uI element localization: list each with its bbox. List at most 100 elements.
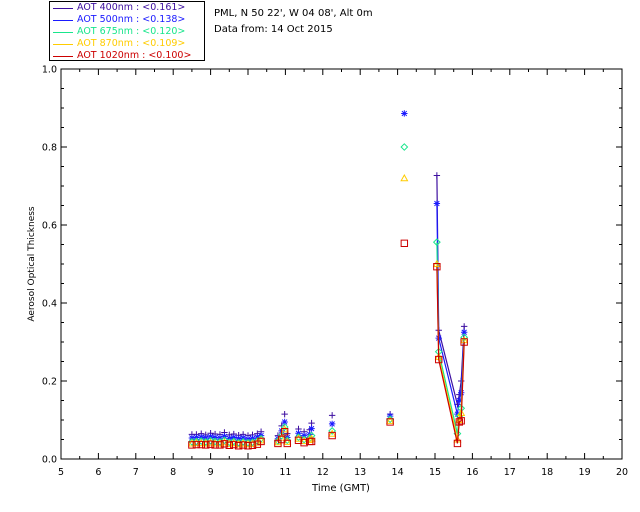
x-tick-label: 9 [208,467,214,478]
legend-label: AOT 500nm : <0.138> [77,14,186,25]
data-point [206,440,215,448]
axis-ticks: 5 6 7 8 9 10 11 12 13 14 15 16 17 18 19 20 0.0 0.2 0.4 0.6 0… [42,65,628,479]
data-point [433,263,441,271]
data-point [386,416,395,424]
data-point [197,437,206,445]
data-point [277,433,286,441]
data-point [281,410,288,418]
data-point [432,238,441,247]
data-point [460,329,468,336]
x-tick-label: 5 [58,467,64,478]
y-tick-label: 0.0 [42,455,57,466]
legend: AOT 400nm : <0.161> AOT 500nm : <0.138> … [49,1,205,61]
x-tick-label: 12 [317,467,329,478]
data-point [257,437,265,446]
data-point [457,417,465,425]
site-location: PML, N 50 22', W 04 08', Alt 0m [214,8,373,19]
data-point [220,436,229,445]
data-point [283,439,291,448]
y-tick-label: 0.6 [42,221,57,232]
data-point [239,441,247,449]
data-point [277,435,286,444]
x-tick-label: 10 [242,467,254,478]
legend-swatch [53,44,73,45]
data-point [307,431,316,440]
x-tick-label: 14 [392,467,404,478]
data-point [283,437,292,445]
plot-frame [60,68,623,460]
legend-label: AOT 1020nm : <0.100> [77,50,192,61]
series-0 [188,172,468,439]
data-point [328,427,337,435]
x-axis-label: Time (GMT) [311,483,370,494]
data-point [456,397,463,404]
data-point [433,172,441,179]
data-point [328,420,336,428]
data-point [460,338,468,346]
data-point [300,438,308,447]
data-point [400,239,409,248]
x-tick-label: 20 [616,467,628,478]
data-point [300,436,309,445]
data-point [211,437,219,446]
data-point [257,436,266,444]
x-tick-label: 11 [279,467,291,478]
x-tick-label: 8 [170,467,176,478]
series-4 [188,239,468,450]
data-date: Data from: 14 Oct 2015 [214,24,333,35]
data-point [294,434,303,442]
series-line [436,266,465,444]
data-point [202,441,210,449]
data-point [206,436,215,445]
x-tick-label: 6 [95,467,101,478]
legend-label: AOT 400nm : <0.161> [77,2,186,13]
series-layer [187,110,469,450]
data-point [294,433,303,442]
y-tick-label: 0.2 [42,377,57,388]
series-3 [187,173,469,448]
legend-label: AOT 870nm : <0.109> [77,38,186,49]
data-point [457,389,465,396]
series-2 [187,143,469,447]
legend-swatch [53,32,73,33]
series-line [436,203,465,415]
data-point [328,429,337,437]
data-point [220,440,229,448]
data-point [308,425,315,432]
y-tick-label: 1.0 [42,65,57,76]
data-point [294,436,303,444]
y-tick-label: 0.8 [42,143,57,154]
data-point [253,440,262,448]
data-point [239,437,248,446]
data-point [460,323,468,330]
legend-swatch [53,20,73,21]
x-tick-label: 15 [429,467,441,478]
data-point [257,434,265,443]
series-1 [188,110,468,443]
legend-swatch [53,8,73,9]
data-point [400,143,409,151]
data-point [248,441,257,450]
legend-swatch [53,56,73,57]
data-point [433,200,441,207]
data-point [386,418,394,426]
data-point [273,438,282,446]
legend-label: AOT 675nm : <0.120> [77,26,186,37]
data-point [435,355,443,364]
data-point [280,428,289,436]
x-tick-label: 17 [504,467,516,478]
x-tick-label: 16 [466,467,478,478]
data-point [307,437,316,446]
data-point [386,415,395,424]
x-tick-label: 19 [579,467,591,478]
data-point [453,439,462,448]
data-point [401,110,408,117]
data-point [281,418,288,426]
data-point [455,418,464,426]
data-point [280,425,289,433]
data-point [274,439,282,448]
y-axis-label: Aerosol Optical Thickness [27,206,37,322]
data-point [230,440,238,449]
data-point [229,437,238,446]
